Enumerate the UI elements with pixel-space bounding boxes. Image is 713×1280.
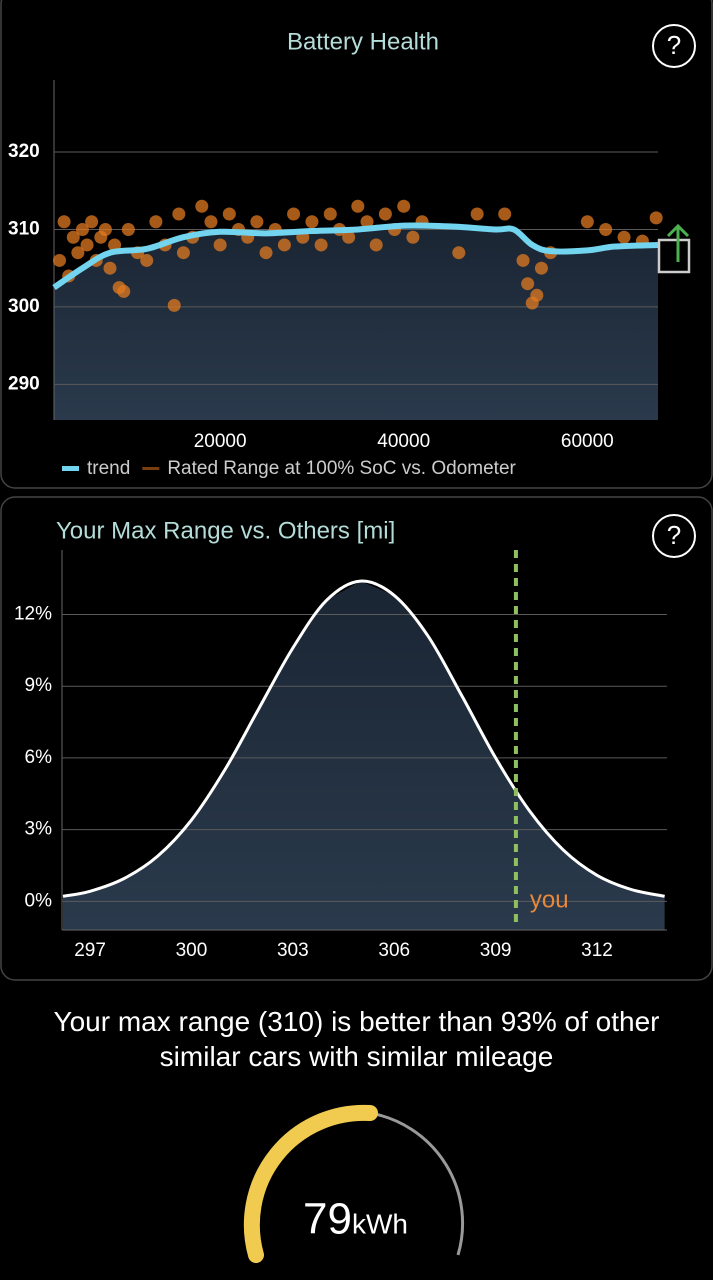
help-button[interactable]: ? bbox=[652, 24, 696, 68]
chart-title: Battery Health bbox=[287, 28, 439, 55]
line bbox=[52, 222, 659, 291]
y-tick-label: 320 bbox=[8, 141, 40, 162]
scatter-point bbox=[342, 230, 356, 244]
x-tick-label: 306 bbox=[378, 940, 410, 961]
scatter-point bbox=[80, 238, 94, 252]
scatter-point bbox=[378, 207, 392, 221]
scatter-point bbox=[53, 253, 67, 267]
scatter-point bbox=[530, 288, 544, 302]
scatter-point bbox=[195, 199, 209, 213]
gauge-unit: kWh bbox=[352, 1208, 408, 1239]
scatter-point bbox=[599, 222, 613, 236]
line bbox=[62, 579, 665, 898]
scatter-point bbox=[103, 261, 117, 275]
summary-text: Your max range (310) is better than 93% … bbox=[53, 1006, 660, 1072]
scatter-point bbox=[351, 199, 365, 213]
scatter-point bbox=[172, 207, 186, 221]
plot: 0% 3% 6% 9% 12% 297 300 303 306 309 312 you bbox=[14, 550, 667, 961]
scatter-point bbox=[57, 215, 71, 229]
area-fill bbox=[54, 225, 658, 420]
legend-swatch bbox=[62, 466, 79, 471]
help-icon: ? bbox=[667, 30, 681, 60]
y-tick-label: 9% bbox=[25, 675, 53, 696]
share-button[interactable] bbox=[657, 223, 691, 274]
scatter-point bbox=[470, 207, 484, 221]
scatter-point bbox=[250, 215, 264, 229]
scatter-point bbox=[149, 215, 163, 229]
scatter-point bbox=[323, 207, 337, 221]
help-circle bbox=[652, 24, 696, 68]
plot: 290 300 310 320 20000 40000 60000 trend Rated Ra… bbox=[8, 80, 663, 479]
chart-title: Your Max Range vs. Others [mi] bbox=[56, 517, 395, 544]
area-fill bbox=[63, 581, 665, 930]
x-tick-label: 300 bbox=[176, 940, 208, 961]
scatter-point bbox=[649, 211, 663, 225]
scatter-point bbox=[360, 215, 374, 229]
scatter-point bbox=[287, 207, 301, 221]
scatter-point bbox=[406, 230, 420, 244]
gauge-value: 79 bbox=[303, 1195, 352, 1244]
scatter-point bbox=[617, 230, 631, 244]
help-circle bbox=[652, 514, 696, 558]
scatter-point bbox=[71, 246, 85, 260]
scatter-point bbox=[369, 238, 383, 252]
share-arrow bbox=[666, 223, 690, 238]
x-tick-label: 312 bbox=[581, 940, 613, 961]
x-tick-label: 309 bbox=[480, 940, 512, 961]
scatter-point bbox=[176, 246, 190, 260]
scatter-point bbox=[98, 222, 112, 236]
y-tick-label: 0% bbox=[25, 890, 53, 911]
x-tick-label: 20000 bbox=[194, 431, 247, 452]
scatter-point bbox=[213, 238, 227, 252]
scatter-point bbox=[452, 246, 466, 260]
y-tick-label: 300 bbox=[8, 296, 40, 317]
share-box bbox=[657, 238, 691, 274]
scatter-point bbox=[314, 238, 328, 252]
x-tick-label: 60000 bbox=[561, 431, 614, 452]
x-tick-label: 303 bbox=[277, 940, 309, 961]
scatter-point bbox=[534, 261, 548, 275]
y-tick-label: 12% bbox=[14, 604, 52, 625]
y-tick-label: 290 bbox=[8, 373, 40, 394]
scatter-point bbox=[140, 253, 154, 267]
x-tick-label: 297 bbox=[74, 940, 106, 961]
scatter-point bbox=[516, 253, 530, 267]
help-button[interactable]: ? bbox=[652, 514, 696, 558]
x-tick-label: 40000 bbox=[377, 431, 430, 452]
scatter-point bbox=[580, 215, 594, 229]
scatter-point bbox=[521, 277, 535, 291]
scatter-point bbox=[277, 238, 291, 252]
gauge: 79 kWh bbox=[243, 1104, 465, 1263]
scatter-point bbox=[121, 222, 135, 236]
legend-swatch bbox=[142, 467, 160, 470]
legend-label: Rated Range at 100% SoC vs. Odometer bbox=[167, 458, 516, 479]
legend-label: trend bbox=[87, 458, 130, 479]
help-icon: ? bbox=[667, 520, 681, 550]
marker-label: you bbox=[530, 887, 569, 914]
scatter-point bbox=[204, 215, 218, 229]
scatter-point bbox=[498, 207, 512, 221]
scatter-point bbox=[305, 215, 319, 229]
y-tick-label: 6% bbox=[25, 747, 53, 768]
y-tick-label: 310 bbox=[8, 218, 40, 239]
scatter-point bbox=[222, 207, 236, 221]
scatter-point bbox=[108, 238, 122, 252]
gauge-track bbox=[369, 1111, 465, 1256]
scatter-point bbox=[259, 246, 273, 260]
scatter-point bbox=[85, 215, 99, 229]
y-tick-label: 3% bbox=[25, 819, 53, 840]
scatter-point bbox=[167, 298, 181, 312]
scatter-point bbox=[66, 230, 80, 244]
gauge-arc bbox=[243, 1104, 378, 1263]
scatter-point bbox=[397, 199, 411, 213]
scatter-point bbox=[117, 284, 131, 298]
scatter-point bbox=[75, 222, 89, 236]
